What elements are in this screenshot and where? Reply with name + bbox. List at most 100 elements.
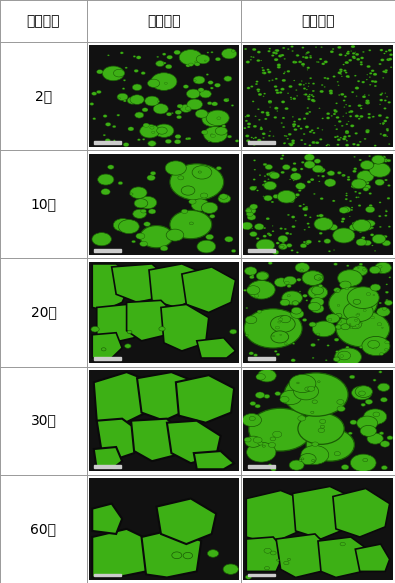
Circle shape: [210, 134, 214, 136]
Circle shape: [354, 75, 356, 76]
Circle shape: [293, 174, 298, 177]
Circle shape: [276, 559, 279, 561]
Circle shape: [133, 55, 135, 57]
Circle shape: [312, 165, 324, 173]
Circle shape: [320, 90, 324, 93]
Circle shape: [301, 161, 304, 163]
Circle shape: [317, 127, 319, 129]
Circle shape: [255, 404, 260, 408]
Circle shape: [172, 552, 182, 559]
Circle shape: [324, 86, 325, 87]
Circle shape: [367, 220, 372, 223]
Circle shape: [204, 60, 206, 61]
Circle shape: [384, 107, 386, 110]
Circle shape: [287, 285, 291, 287]
Circle shape: [366, 208, 369, 210]
Circle shape: [262, 72, 264, 73]
Circle shape: [191, 199, 209, 211]
Circle shape: [346, 238, 350, 241]
Circle shape: [252, 48, 256, 51]
Circle shape: [385, 215, 387, 216]
Circle shape: [388, 49, 392, 51]
Circle shape: [244, 289, 246, 292]
Circle shape: [386, 96, 388, 97]
Circle shape: [297, 125, 300, 127]
Circle shape: [245, 135, 249, 137]
Circle shape: [207, 52, 209, 53]
Circle shape: [287, 93, 289, 94]
Circle shape: [332, 48, 334, 50]
Circle shape: [377, 323, 382, 326]
Circle shape: [256, 272, 268, 280]
Circle shape: [316, 333, 320, 335]
Circle shape: [193, 76, 205, 84]
Circle shape: [198, 171, 201, 173]
Circle shape: [253, 138, 254, 139]
Circle shape: [183, 553, 192, 559]
Circle shape: [264, 175, 266, 177]
Circle shape: [291, 45, 293, 48]
Circle shape: [364, 162, 374, 168]
Circle shape: [303, 241, 306, 243]
Circle shape: [300, 128, 303, 129]
Circle shape: [165, 161, 186, 175]
Circle shape: [386, 284, 388, 285]
Circle shape: [385, 69, 388, 72]
Circle shape: [357, 171, 374, 182]
Circle shape: [312, 83, 315, 85]
Circle shape: [133, 209, 146, 219]
Circle shape: [192, 166, 212, 179]
Circle shape: [377, 307, 390, 317]
Circle shape: [107, 165, 114, 169]
Circle shape: [369, 76, 371, 78]
Circle shape: [372, 234, 386, 244]
Circle shape: [279, 55, 282, 57]
Circle shape: [351, 45, 355, 48]
Circle shape: [254, 169, 256, 170]
Circle shape: [309, 78, 312, 79]
Circle shape: [382, 307, 387, 310]
Polygon shape: [246, 537, 285, 571]
Circle shape: [310, 289, 312, 290]
Circle shape: [378, 265, 382, 268]
Circle shape: [298, 61, 302, 63]
Circle shape: [306, 429, 354, 461]
Circle shape: [265, 184, 268, 187]
Circle shape: [135, 112, 144, 118]
Circle shape: [356, 58, 360, 61]
Circle shape: [249, 416, 255, 420]
Circle shape: [336, 290, 340, 292]
Circle shape: [143, 139, 145, 140]
Circle shape: [251, 274, 254, 276]
Circle shape: [257, 108, 260, 110]
Circle shape: [313, 194, 315, 195]
Circle shape: [162, 53, 166, 55]
Circle shape: [247, 126, 250, 128]
Polygon shape: [97, 304, 141, 343]
Circle shape: [269, 131, 271, 132]
Circle shape: [350, 375, 355, 379]
Circle shape: [310, 178, 314, 181]
Circle shape: [90, 103, 94, 106]
Circle shape: [130, 187, 147, 199]
Circle shape: [305, 57, 308, 59]
Circle shape: [384, 100, 387, 101]
Circle shape: [388, 226, 391, 227]
Circle shape: [345, 61, 349, 64]
Circle shape: [369, 72, 372, 75]
Circle shape: [307, 181, 311, 183]
Circle shape: [318, 175, 320, 177]
Circle shape: [359, 391, 365, 396]
Circle shape: [245, 436, 261, 447]
Circle shape: [318, 181, 320, 182]
Circle shape: [298, 118, 301, 120]
Circle shape: [347, 178, 350, 181]
Circle shape: [125, 344, 131, 348]
Circle shape: [287, 138, 289, 139]
Circle shape: [86, 108, 116, 128]
Circle shape: [346, 346, 349, 349]
Circle shape: [337, 144, 339, 146]
Circle shape: [381, 93, 383, 94]
Circle shape: [303, 87, 306, 89]
Circle shape: [312, 459, 315, 462]
